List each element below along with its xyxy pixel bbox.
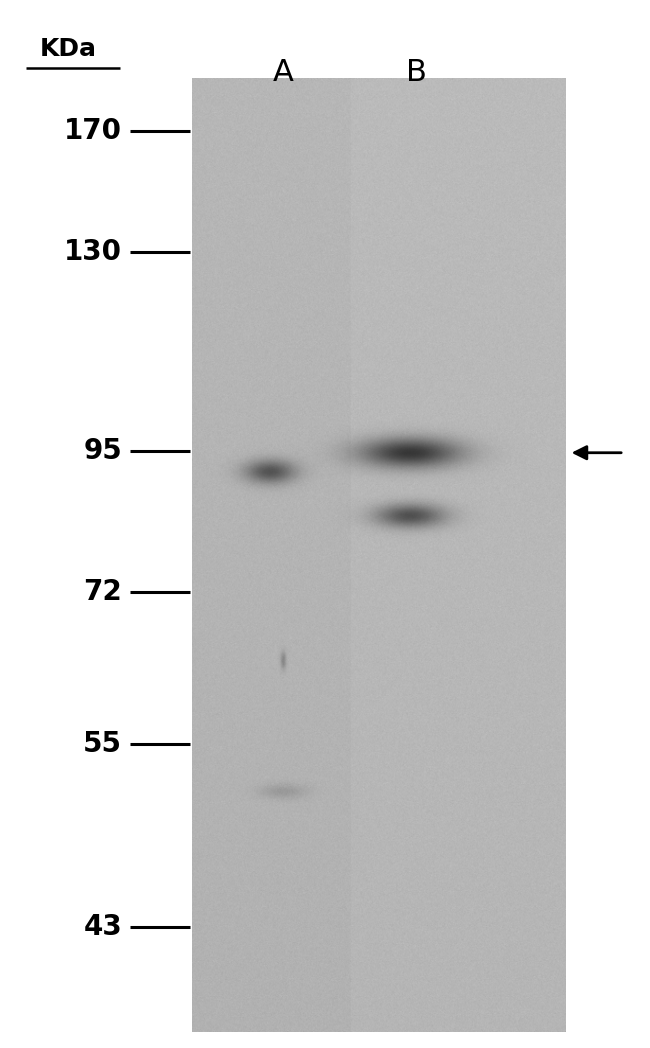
Text: 130: 130 [64,238,122,265]
Text: B: B [406,58,426,87]
Text: 95: 95 [83,437,122,464]
Text: 170: 170 [64,117,122,145]
Text: A: A [272,58,293,87]
Text: KDa: KDa [40,37,97,61]
Text: 43: 43 [83,914,122,941]
Text: 55: 55 [83,730,122,758]
Text: 72: 72 [83,578,122,606]
